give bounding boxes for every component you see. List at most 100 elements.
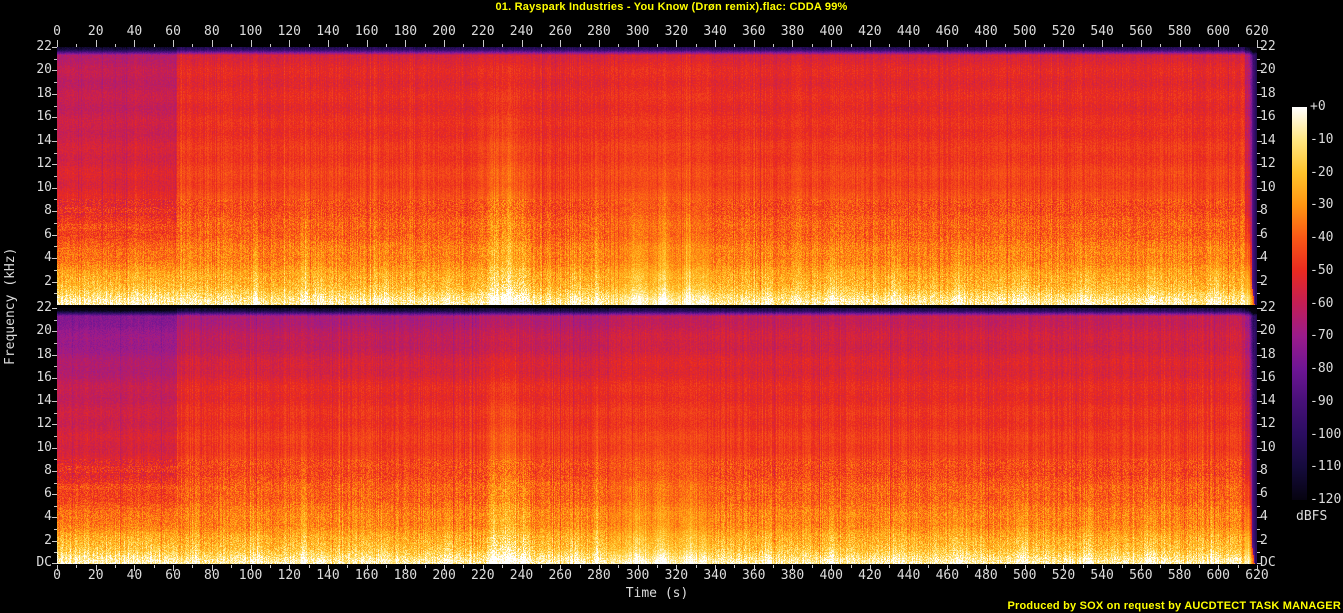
time-tick-label-bottom: 80: [204, 568, 220, 583]
tick-mark: [52, 331, 57, 333]
tick-mark: [1257, 234, 1262, 236]
time-tick-label-top: 300: [625, 24, 650, 39]
time-tick-label-bottom: 260: [548, 568, 572, 583]
freq-tick-label-right: 10: [1260, 179, 1276, 195]
tick-mark: [1257, 246, 1260, 248]
freq-tick-label-left: 8: [44, 462, 52, 478]
tick-mark: [366, 565, 368, 571]
tick-mark: [54, 293, 57, 295]
tick-mark: [869, 565, 871, 571]
tick-mark: [889, 44, 891, 47]
tick-mark: [1257, 105, 1260, 107]
tick-mark: [715, 565, 717, 571]
time-tick-label-bottom: 380: [780, 568, 805, 583]
time-tick-label-top: 540: [1090, 24, 1114, 39]
freq-tick-label-right: 8: [1260, 462, 1268, 478]
tick-mark: [1044, 565, 1046, 568]
db-tick-label: -90: [1310, 393, 1334, 409]
tick-mark: [1257, 187, 1262, 189]
freq-tick-label-left: 4: [44, 509, 52, 525]
tick-mark: [366, 40, 368, 47]
tick-mark: [1121, 565, 1123, 568]
freq-tick-label-right: 4: [1260, 250, 1268, 266]
tick-mark: [1257, 459, 1260, 461]
tick-mark: [52, 563, 57, 564]
tick-mark: [52, 540, 57, 542]
freq-tick-label-right: 2: [1260, 532, 1268, 548]
time-tick-label-bottom: 480: [974, 568, 998, 583]
tick-mark: [173, 565, 175, 571]
freq-tick-label-left: 22: [36, 300, 52, 315]
tick-mark: [850, 565, 852, 568]
tick-mark: [1198, 565, 1200, 568]
freq-tick-label-right: 12: [1260, 416, 1276, 432]
freq-tick-label-right: 16: [1260, 109, 1276, 125]
tick-mark: [1257, 342, 1260, 344]
tick-mark: [52, 354, 57, 356]
tick-mark: [54, 319, 57, 321]
tick-mark: [1005, 565, 1007, 568]
time-tick-label-top: 320: [664, 24, 689, 39]
time-tick-label-top: 220: [471, 24, 495, 39]
tick-mark: [637, 565, 639, 571]
tick-mark: [52, 258, 57, 260]
tick-mark: [1257, 494, 1262, 496]
time-tick-label-bottom: 200: [432, 568, 456, 583]
freq-tick-label-right: 20: [1260, 62, 1276, 78]
tick-mark: [153, 44, 155, 47]
time-tick-label-top: 180: [393, 24, 418, 39]
tick-mark: [773, 565, 775, 568]
tick-mark: [618, 44, 620, 47]
tick-mark: [52, 424, 57, 426]
time-tick-label-bottom: 60: [165, 568, 181, 583]
tick-mark: [444, 565, 446, 571]
freq-tick-label-right: 14: [1260, 393, 1276, 409]
tick-mark: [540, 565, 542, 568]
tick-mark: [52, 47, 57, 48]
footer-credit: Produced by SOX on request by AUCDTECT T…: [1007, 600, 1341, 612]
tick-mark: [1044, 44, 1046, 47]
tick-mark: [289, 565, 291, 571]
tick-mark: [173, 40, 175, 47]
tick-mark: [753, 40, 755, 47]
tick-mark: [1005, 44, 1007, 47]
time-tick-label-bottom: 0: [53, 568, 61, 583]
tick-mark: [1257, 293, 1260, 295]
tick-mark: [1257, 447, 1262, 449]
db-tick-label: -100: [1310, 426, 1342, 442]
tick-mark: [1024, 40, 1026, 47]
time-tick-label-bottom: 440: [896, 568, 921, 583]
tick-mark: [52, 117, 57, 119]
tick-mark: [54, 152, 57, 154]
tick-mark: [424, 565, 426, 568]
tick-mark: [115, 565, 117, 568]
time-tick-label-bottom: 420: [858, 568, 882, 583]
freq-tick-label-left: 12: [36, 416, 52, 432]
tick-mark: [1257, 164, 1262, 166]
tick-mark: [115, 44, 117, 47]
tick-mark: [734, 44, 736, 47]
freq-tick-label-left: 12: [36, 156, 52, 172]
tick-mark: [231, 565, 233, 568]
title: 01. Rayspark Industries - You Know (Drøn…: [495, 1, 848, 13]
tick-mark: [1179, 565, 1181, 571]
tick-mark: [54, 529, 57, 531]
tick-mark: [1257, 389, 1260, 391]
tick-mark: [695, 44, 697, 47]
freq-tick-label-left: 2: [44, 532, 52, 548]
tick-mark: [986, 40, 988, 47]
freq-tick-label-left: 18: [36, 85, 52, 101]
time-tick-label-bottom: 620: [1245, 568, 1269, 583]
time-tick-label-top: 360: [742, 24, 766, 39]
tick-mark: [831, 40, 833, 47]
tick-mark: [1082, 44, 1084, 47]
tick-mark: [1257, 436, 1260, 437]
tick-mark: [579, 44, 581, 47]
db-tick-label: -30: [1310, 197, 1334, 213]
tick-mark: [327, 40, 329, 47]
tick-mark: [1063, 565, 1065, 571]
time-tick-label-top: 620: [1245, 24, 1269, 39]
tick-mark: [54, 389, 57, 391]
db-tick-label: -110: [1310, 459, 1342, 475]
